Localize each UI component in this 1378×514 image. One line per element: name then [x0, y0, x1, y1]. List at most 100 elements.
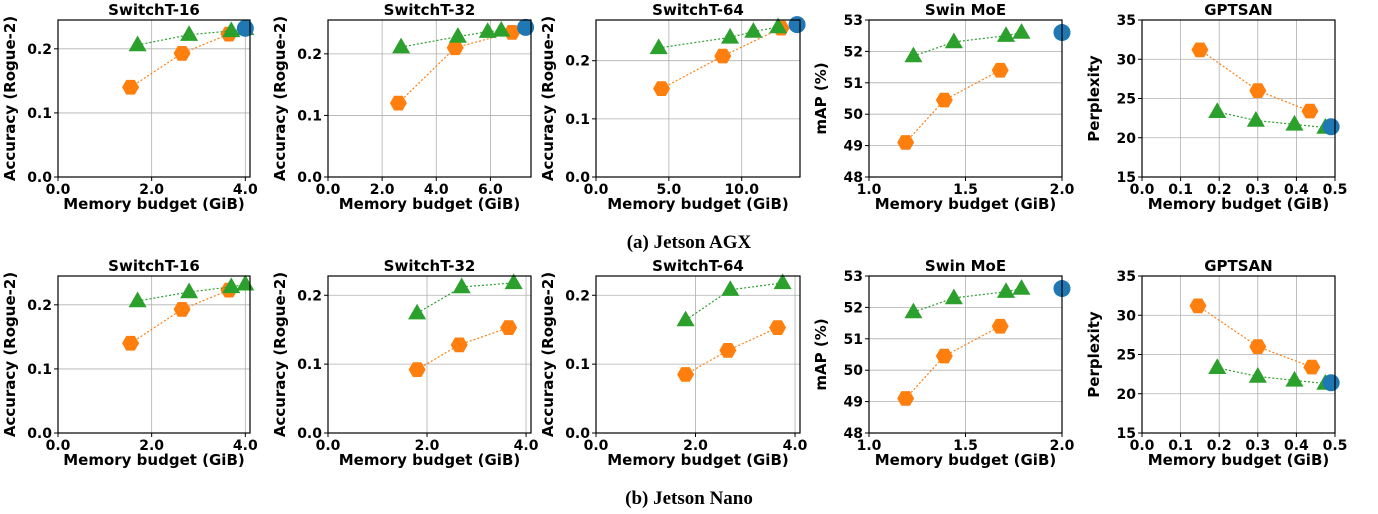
y-tick-label: 0.2 [27, 298, 52, 314]
x-tick-label: 5.0 [656, 182, 681, 198]
data-point-hexagon [1301, 103, 1319, 119]
data-point-triangle [478, 22, 497, 38]
chart-title: SwitchT-64 [652, 257, 744, 275]
chart-panel-8: 0.0 2.0 4.0 0.0 0.1 0.2 SwitchT-64 Memory budge… [539, 257, 808, 469]
y-tick-label: 52 [844, 300, 863, 316]
data-point-triangle [452, 277, 471, 294]
x-tick-label: 2.0 [415, 438, 440, 454]
y-tick-label: 0.0 [27, 170, 52, 186]
data-point-hexagon [1189, 298, 1207, 314]
data-point-hexagon [1249, 83, 1267, 98]
data-point-triangle [222, 21, 241, 38]
plot-frame [595, 19, 801, 178]
y-tick-label: 15 [1117, 170, 1136, 186]
data-point-triangle [1285, 114, 1304, 131]
y-axis-label: Accuracy (Rogue-2) [539, 272, 557, 437]
data-point-hexagon [1191, 42, 1209, 58]
data-point-circle [1322, 118, 1340, 136]
data-point-hexagon [122, 79, 140, 95]
y-tick-label: 35 [1117, 13, 1136, 29]
x-tick-label: 0.4 [1284, 182, 1309, 198]
data-point-hexagon [1249, 339, 1267, 354]
data-point-hexagon [935, 348, 953, 364]
series-line-green [1217, 367, 1326, 385]
y-axis-label: Accuracy (Rogue-2) [1, 272, 19, 437]
x-axis-label: Memory budget (GiB) [339, 451, 521, 469]
data-point-hexagon [173, 46, 191, 61]
chart-panel-3: 0.0 5.0 10.0 0.0 0.1 0.2 SwitchT-64 Memory budg… [539, 1, 806, 213]
series-line-green [137, 283, 246, 302]
x-tick-label: 0.1 [1168, 438, 1193, 454]
plot-frame [1141, 19, 1336, 178]
x-axis-label: Memory budget (GiB) [1148, 451, 1330, 469]
data-point-circle [788, 16, 806, 34]
x-tick-label: 10.0 [724, 182, 759, 198]
x-tick-label: 2.0 [1050, 182, 1075, 198]
data-point-triangle [721, 27, 740, 44]
data-point-triangle [649, 38, 668, 55]
x-tick-label: 4.0 [424, 182, 449, 198]
data-point-circle [517, 18, 535, 36]
data-point-triangle [904, 46, 923, 63]
x-tick-label: 1.0 [857, 438, 882, 454]
y-tick-label: 0.0 [297, 170, 322, 186]
series-line-green [913, 288, 1022, 313]
data-point-hexagon [991, 62, 1009, 78]
series-line-green [658, 26, 779, 49]
x-axis-label: Memory budget (GiB) [339, 195, 521, 213]
data-point-circle [236, 19, 254, 37]
x-tick-label: 0.2 [1207, 182, 1232, 198]
plot-frame [57, 275, 251, 434]
data-point-hexagon [714, 48, 732, 64]
x-tick-label: 2.0 [139, 438, 164, 454]
data-point-triangle [1285, 370, 1304, 387]
x-tick-label: 1.5 [953, 182, 978, 198]
y-tick-label: 51 [844, 76, 863, 92]
y-tick-label: 0.0 [565, 426, 590, 442]
y-tick-label: 48 [844, 426, 863, 442]
y-tick-label: 0.2 [27, 42, 52, 58]
data-point-hexagon [500, 320, 518, 335]
x-tick-label: 0.5 [1323, 182, 1348, 198]
data-point-triangle [721, 280, 740, 296]
series-line-green [416, 282, 514, 314]
x-tick-label: 0.0 [1130, 438, 1155, 454]
x-tick-label: 0.0 [316, 182, 341, 198]
y-tick-label: 0.1 [297, 357, 322, 373]
series-line-orange [1199, 49, 1311, 112]
y-tick-label: 25 [1117, 348, 1136, 364]
data-point-hexagon [719, 343, 737, 358]
y-tick-label: 20 [1117, 131, 1137, 147]
x-tick-label: 0.2 [1207, 438, 1232, 454]
x-tick-label: 1.0 [857, 182, 882, 198]
y-tick-label: 15 [1117, 426, 1136, 442]
x-tick-label: 0.0 [584, 182, 609, 198]
chart-title: GPTSAN [1204, 1, 1273, 19]
plot-frame [327, 275, 532, 434]
y-tick-label: 0.0 [297, 426, 322, 442]
x-tick-label: 6.0 [478, 182, 503, 198]
caption-jetson-agx: (a) Jetson AGX [627, 232, 752, 253]
chart-panel-10: 0.0 0.1 0.2 0.3 0.4 0.5 15 20 25 30 35 GPTSAN Memory… [1085, 257, 1347, 469]
y-tick-label: 50 [844, 363, 864, 379]
chart-panel-9: 1.0 1.5 2.0 48 49 50 51 52 53 Swin MoE Memory budg… [812, 257, 1075, 469]
chart-title: SwitchT-16 [108, 257, 200, 275]
x-tick-label: 0.3 [1245, 182, 1270, 198]
data-point-hexagon [769, 320, 787, 335]
y-tick-label: 0.0 [27, 426, 52, 442]
x-tick-label: 0.3 [1245, 438, 1270, 454]
data-point-triangle [1012, 279, 1031, 295]
data-point-hexagon [1303, 359, 1321, 375]
y-tick-label: 20 [1117, 387, 1137, 403]
data-point-triangle [1208, 102, 1227, 118]
data-point-triangle [997, 26, 1016, 42]
chart-panel-2: 0.0 2.0 4.0 6.0 0.0 0.1 0.2 SwitchT-32 Memory bu… [271, 1, 535, 213]
y-tick-label: 0.1 [565, 112, 590, 128]
chart-panel-1: 0.0 2.0 4.0 0.0 0.1 0.2 SwitchT-16 Memory budge… [1, 1, 258, 213]
x-tick-label: 1.5 [953, 438, 978, 454]
y-tick-label: 0.1 [297, 108, 322, 124]
data-point-triangle [128, 291, 147, 308]
chart-panels: 0.0 2.0 4.0 0.0 0.1 0.2 SwitchT-16 Memory budge… [1, 1, 1347, 469]
y-axis-label: Perplexity [1085, 55, 1103, 142]
data-point-triangle [222, 277, 241, 294]
